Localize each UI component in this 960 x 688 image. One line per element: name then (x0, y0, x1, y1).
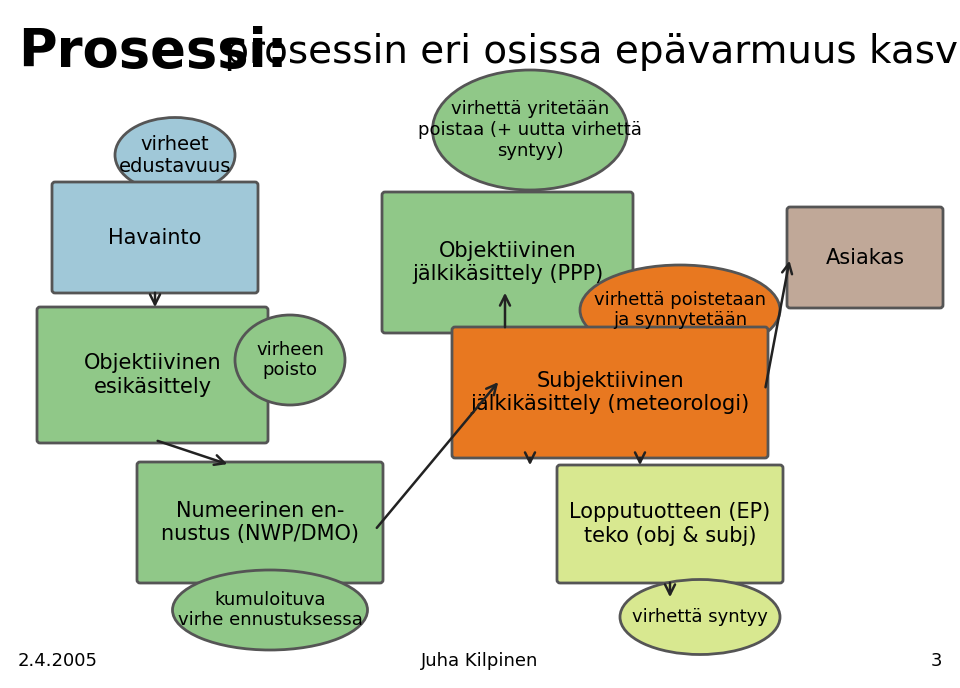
FancyBboxPatch shape (787, 207, 943, 308)
Ellipse shape (115, 118, 235, 193)
Ellipse shape (235, 315, 345, 405)
Text: kumuloituva
virhe ennustuksessa: kumuloituva virhe ennustuksessa (178, 590, 363, 630)
Ellipse shape (433, 70, 628, 190)
Text: virheet
edustavuus: virheet edustavuus (119, 134, 231, 175)
Text: Prosessi:: Prosessi: (18, 26, 288, 78)
FancyBboxPatch shape (452, 327, 768, 458)
Text: Asiakas: Asiakas (826, 248, 904, 268)
Text: Lopputuotteen (EP)
teko (obj & subj): Lopputuotteen (EP) teko (obj & subj) (569, 502, 771, 546)
Ellipse shape (173, 570, 368, 650)
Text: virheen
poisto: virheen poisto (256, 341, 324, 379)
Text: Objektiivinen
esikäsittely: Objektiivinen esikäsittely (84, 354, 222, 396)
Text: Objektiivinen
jälkikäsittely (PPP): Objektiivinen jälkikäsittely (PPP) (412, 241, 603, 284)
Text: Numeerinen en-
nustus (NWP/DMO): Numeerinen en- nustus (NWP/DMO) (161, 501, 359, 544)
FancyBboxPatch shape (382, 192, 633, 333)
FancyBboxPatch shape (37, 307, 268, 443)
FancyBboxPatch shape (137, 462, 383, 583)
Text: Subjektiivinen
jälkikäsittely (meteorologi): Subjektiivinen jälkikäsittely (meteorolo… (470, 371, 750, 414)
Text: prosessin eri osissa epävarmuus kasvaa: prosessin eri osissa epävarmuus kasvaa (212, 33, 960, 71)
FancyBboxPatch shape (557, 465, 783, 583)
Ellipse shape (580, 265, 780, 355)
Text: Juha Kilpinen: Juha Kilpinen (421, 652, 539, 670)
Text: virhettä syntyy: virhettä syntyy (632, 608, 768, 626)
Ellipse shape (620, 579, 780, 654)
Text: 3: 3 (930, 652, 942, 670)
Text: Havainto: Havainto (108, 228, 202, 248)
Text: virhettä yritetään
poistaa (+ uutta virhettä
syntyy): virhettä yritetään poistaa (+ uutta virh… (418, 100, 642, 160)
Text: 2.4.2005: 2.4.2005 (18, 652, 98, 670)
Text: virhettä poistetaan
ja synnytetään: virhettä poistetaan ja synnytetään (594, 290, 766, 330)
FancyBboxPatch shape (52, 182, 258, 293)
